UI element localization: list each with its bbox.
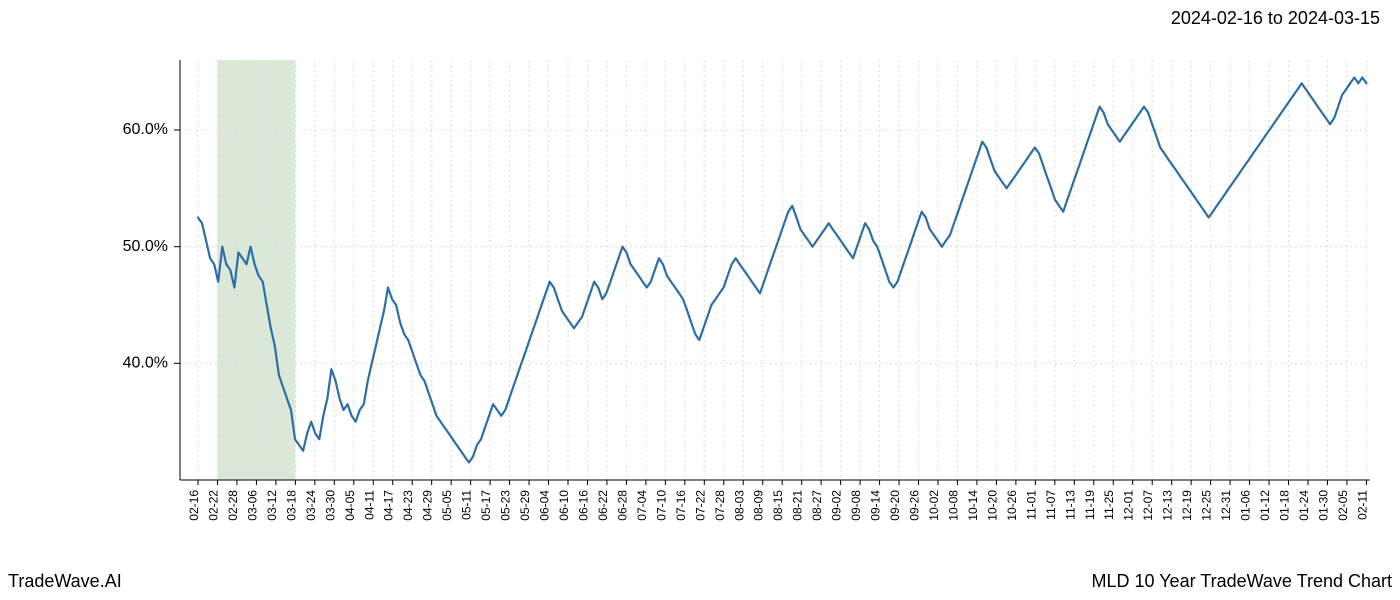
chart-caption: MLD 10 Year TradeWave Trend Chart	[1092, 571, 1393, 592]
x-tick-label: 12-19	[1180, 490, 1194, 521]
x-tick-label: 06-16	[576, 490, 590, 521]
x-tick-label: 11-01	[1024, 490, 1038, 520]
x-tick-label: 02-28	[226, 490, 240, 521]
x-tick-label: 01-24	[1297, 490, 1311, 521]
x-tick-label: 03-06	[245, 490, 259, 521]
x-tick-label: 10-26	[1005, 490, 1019, 521]
x-tick-label: 12-13	[1161, 490, 1175, 521]
x-tick-label: 05-05	[440, 490, 454, 521]
x-tick-label: 03-24	[304, 490, 318, 521]
x-tick-label: 05-17	[479, 490, 493, 521]
x-tick-label: 04-11	[362, 490, 376, 520]
x-tick-label: 08-21	[791, 490, 805, 521]
x-tick-label: 07-04	[635, 490, 649, 521]
x-tick-label: 07-22	[693, 490, 707, 521]
x-tick-label: 05-23	[499, 490, 513, 521]
x-tick-label: 03-18	[284, 490, 298, 521]
x-tick-label: 11-13	[1063, 490, 1077, 520]
x-tick-label: 10-14	[966, 490, 980, 521]
x-tick-label: 12-07	[1141, 490, 1155, 521]
x-tick-label: 01-30	[1316, 490, 1330, 521]
x-tick-label: 10-20	[985, 490, 999, 521]
x-tick-label: 03-12	[265, 490, 279, 521]
x-tick-label: 02-22	[206, 490, 220, 521]
x-tick-label: 06-04	[538, 490, 552, 521]
x-tick-label: 04-17	[382, 490, 396, 521]
x-tick-label: 08-09	[752, 490, 766, 521]
x-tick-label: 09-02	[830, 490, 844, 521]
x-tick-label: 08-03	[732, 490, 746, 521]
x-tick-label: 05-29	[518, 490, 532, 521]
x-tick-label: 03-30	[323, 490, 337, 521]
x-tick-label: 09-14	[869, 490, 883, 521]
y-tick-label: 50.0%	[123, 238, 168, 255]
x-tick-label: 11-07	[1044, 490, 1058, 520]
x-tick-label: 01-18	[1278, 490, 1292, 521]
brand-label: TradeWave.AI	[8, 571, 122, 592]
x-tick-label: 02-05	[1336, 490, 1350, 521]
x-tick-label: 09-08	[849, 490, 863, 521]
x-tick-label: 12-25	[1200, 490, 1214, 521]
x-tick-label: 07-28	[713, 490, 727, 521]
x-tick-label: 04-29	[421, 490, 435, 521]
x-tick-label: 07-10	[654, 490, 668, 521]
x-tick-label: 09-20	[888, 490, 902, 521]
x-tick-label: 06-28	[615, 490, 629, 521]
x-tick-label: 11-19	[1083, 490, 1097, 520]
x-tick-label: 12-01	[1122, 490, 1136, 521]
x-tick-label: 07-16	[674, 490, 688, 521]
x-tick-label: 09-26	[908, 490, 922, 521]
x-tick-label: 12-31	[1219, 490, 1233, 521]
x-tick-label: 01-06	[1239, 490, 1253, 521]
trend-chart: 40.0% 50.0% 60.0% 02-16 02-22 02-28 03-06 03-12…	[0, 0, 1400, 600]
x-tick-label: 01-12	[1258, 490, 1272, 521]
x-tick-label: 02-16	[187, 490, 201, 521]
chart-container: 2024-02-16 to 2024-03-15 40.0%50.0%60.0%…	[0, 0, 1400, 600]
x-tick-label: 06-10	[557, 490, 571, 521]
x-tick-label: 08-27	[810, 490, 824, 521]
x-tick-label: 08-15	[771, 490, 785, 521]
y-tick-label: 60.0%	[123, 121, 168, 138]
x-tick-label: 11-25	[1102, 490, 1116, 520]
x-tick-label: 06-22	[596, 490, 610, 521]
x-tick-label: 10-02	[927, 490, 941, 521]
x-tick-label: 10-08	[946, 490, 960, 521]
x-tick-label: 05-11	[460, 490, 474, 520]
x-tick-label: 04-23	[401, 490, 415, 521]
y-tick-label: 40.0%	[123, 355, 168, 372]
x-tick-label: 02-11	[1355, 490, 1369, 520]
x-tick-label: 04-05	[343, 490, 357, 521]
